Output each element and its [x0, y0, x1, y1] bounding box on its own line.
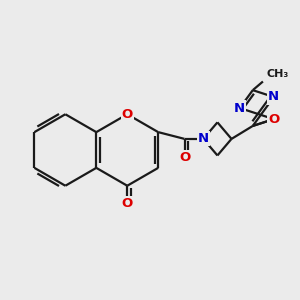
Text: O: O — [122, 197, 133, 210]
Text: O: O — [268, 112, 279, 126]
Text: N: N — [198, 132, 209, 146]
Text: O: O — [122, 108, 133, 121]
Text: CH₃: CH₃ — [266, 69, 289, 79]
Text: N: N — [268, 91, 279, 103]
Text: O: O — [179, 151, 190, 164]
Text: N: N — [234, 102, 245, 115]
